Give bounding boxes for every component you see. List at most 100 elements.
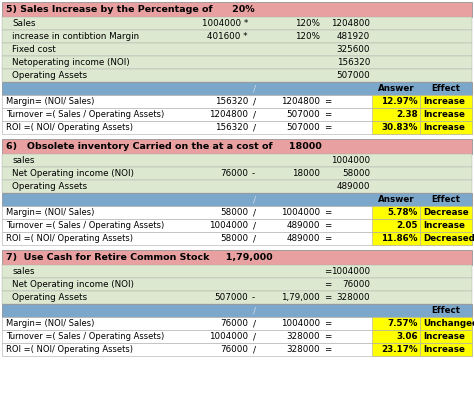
Text: 11.86%: 11.86% — [382, 234, 418, 243]
FancyBboxPatch shape — [2, 167, 472, 180]
Text: /: / — [254, 84, 256, 93]
Text: ROI =( NOI/ Operating Assets): ROI =( NOI/ Operating Assets) — [6, 123, 133, 132]
FancyBboxPatch shape — [372, 219, 420, 232]
Text: 1004000 *: 1004000 * — [201, 19, 248, 28]
Text: 76000: 76000 — [220, 319, 248, 328]
FancyBboxPatch shape — [2, 291, 472, 304]
Text: 156320: 156320 — [215, 97, 248, 106]
FancyBboxPatch shape — [2, 139, 472, 154]
Text: /: / — [254, 195, 256, 204]
Text: 489000: 489000 — [337, 182, 370, 191]
Text: 507000: 507000 — [286, 123, 320, 132]
Text: 507000: 507000 — [286, 110, 320, 119]
FancyBboxPatch shape — [372, 232, 420, 245]
Text: 3.06: 3.06 — [396, 332, 418, 341]
Text: Operating Assets: Operating Assets — [12, 293, 87, 302]
Text: 1004000: 1004000 — [281, 208, 320, 217]
Text: ROI =( NOI/ Operating Assets): ROI =( NOI/ Operating Assets) — [6, 345, 133, 354]
Text: /: / — [254, 306, 256, 315]
Text: 1004000: 1004000 — [209, 332, 248, 341]
Text: Margin= (NOI/ Sales): Margin= (NOI/ Sales) — [6, 319, 94, 328]
Text: 481920: 481920 — [337, 32, 370, 41]
Text: Unchanged: Unchanged — [423, 319, 474, 328]
Text: 156320: 156320 — [215, 123, 248, 132]
FancyBboxPatch shape — [2, 69, 472, 82]
FancyBboxPatch shape — [2, 250, 472, 265]
Text: Netoperating income (NOI): Netoperating income (NOI) — [12, 58, 130, 67]
Text: =: = — [324, 234, 332, 243]
Text: 76000: 76000 — [220, 345, 248, 354]
Text: 30.83%: 30.83% — [382, 123, 418, 132]
Text: 23.17%: 23.17% — [382, 345, 418, 354]
FancyBboxPatch shape — [2, 278, 472, 291]
Text: 76000: 76000 — [342, 280, 370, 289]
Text: 489000: 489000 — [286, 234, 320, 243]
Text: sales: sales — [12, 267, 35, 276]
Text: 76000: 76000 — [220, 169, 248, 178]
FancyBboxPatch shape — [2, 30, 472, 43]
FancyBboxPatch shape — [420, 206, 472, 219]
Text: Turnover =( Sales / Operating Assets): Turnover =( Sales / Operating Assets) — [6, 332, 164, 341]
Text: 2.05: 2.05 — [396, 221, 418, 230]
Text: 1004000: 1004000 — [281, 319, 320, 328]
Text: Answer: Answer — [378, 84, 414, 93]
Text: Increase: Increase — [423, 345, 465, 354]
FancyBboxPatch shape — [372, 121, 420, 134]
Text: 156320: 156320 — [337, 58, 370, 67]
Text: Decreased: Decreased — [423, 234, 474, 243]
Text: 1004000: 1004000 — [209, 221, 248, 230]
Text: Increase: Increase — [423, 332, 465, 341]
Text: 58000: 58000 — [220, 208, 248, 217]
Text: /: / — [254, 110, 256, 119]
Text: 5) Sales Increase by the Percentage of      20%: 5) Sales Increase by the Percentage of 2… — [6, 5, 255, 14]
Text: Margin= (NOI/ Sales): Margin= (NOI/ Sales) — [6, 208, 94, 217]
Text: 1204800: 1204800 — [331, 19, 370, 28]
Text: 1004000: 1004000 — [331, 156, 370, 165]
Text: ROI =( NOI/ Operating Assets): ROI =( NOI/ Operating Assets) — [6, 234, 133, 243]
Text: 401600 *: 401600 * — [207, 32, 248, 41]
Text: =: = — [324, 97, 332, 106]
Text: Effect: Effect — [431, 306, 461, 315]
Text: Increase: Increase — [423, 110, 465, 119]
FancyBboxPatch shape — [372, 343, 420, 356]
FancyBboxPatch shape — [2, 56, 472, 69]
Text: -: - — [251, 169, 255, 178]
FancyBboxPatch shape — [420, 343, 472, 356]
Text: =: = — [324, 208, 332, 217]
Text: 5.78%: 5.78% — [388, 208, 418, 217]
Text: Operating Assets: Operating Assets — [12, 71, 87, 80]
Text: -: - — [251, 293, 255, 302]
FancyBboxPatch shape — [372, 330, 420, 343]
Text: =: = — [324, 319, 332, 328]
Text: 7)  Use Cash for Retire Common Stock     1,79,000: 7) Use Cash for Retire Common Stock 1,79… — [6, 253, 273, 262]
Text: 328000: 328000 — [286, 345, 320, 354]
Text: 328000: 328000 — [337, 293, 370, 302]
Text: =: = — [324, 332, 332, 341]
Text: Effect: Effect — [431, 195, 461, 204]
Text: Effect: Effect — [431, 84, 461, 93]
Text: 58000: 58000 — [220, 234, 248, 243]
FancyBboxPatch shape — [2, 265, 472, 278]
Text: /: / — [254, 208, 256, 217]
Text: Margin= (NOI/ Sales): Margin= (NOI/ Sales) — [6, 97, 94, 106]
Text: Net Operating income (NOI): Net Operating income (NOI) — [12, 280, 134, 289]
Text: Turnover =( Sales / Operating Assets): Turnover =( Sales / Operating Assets) — [6, 110, 164, 119]
FancyBboxPatch shape — [2, 154, 472, 167]
Text: Increase: Increase — [423, 123, 465, 132]
Text: 507000: 507000 — [336, 71, 370, 80]
Text: 325600: 325600 — [337, 45, 370, 54]
Text: 2.38: 2.38 — [396, 110, 418, 119]
Text: =: = — [324, 123, 332, 132]
FancyBboxPatch shape — [2, 219, 472, 232]
FancyBboxPatch shape — [420, 121, 472, 134]
FancyBboxPatch shape — [2, 17, 472, 30]
FancyBboxPatch shape — [420, 219, 472, 232]
FancyBboxPatch shape — [2, 232, 472, 245]
FancyBboxPatch shape — [372, 95, 420, 108]
Text: Decrease: Decrease — [423, 208, 469, 217]
Text: =: = — [324, 345, 332, 354]
FancyBboxPatch shape — [2, 180, 472, 193]
Text: 489000: 489000 — [286, 221, 320, 230]
Text: /: / — [254, 332, 256, 341]
Text: /: / — [254, 123, 256, 132]
